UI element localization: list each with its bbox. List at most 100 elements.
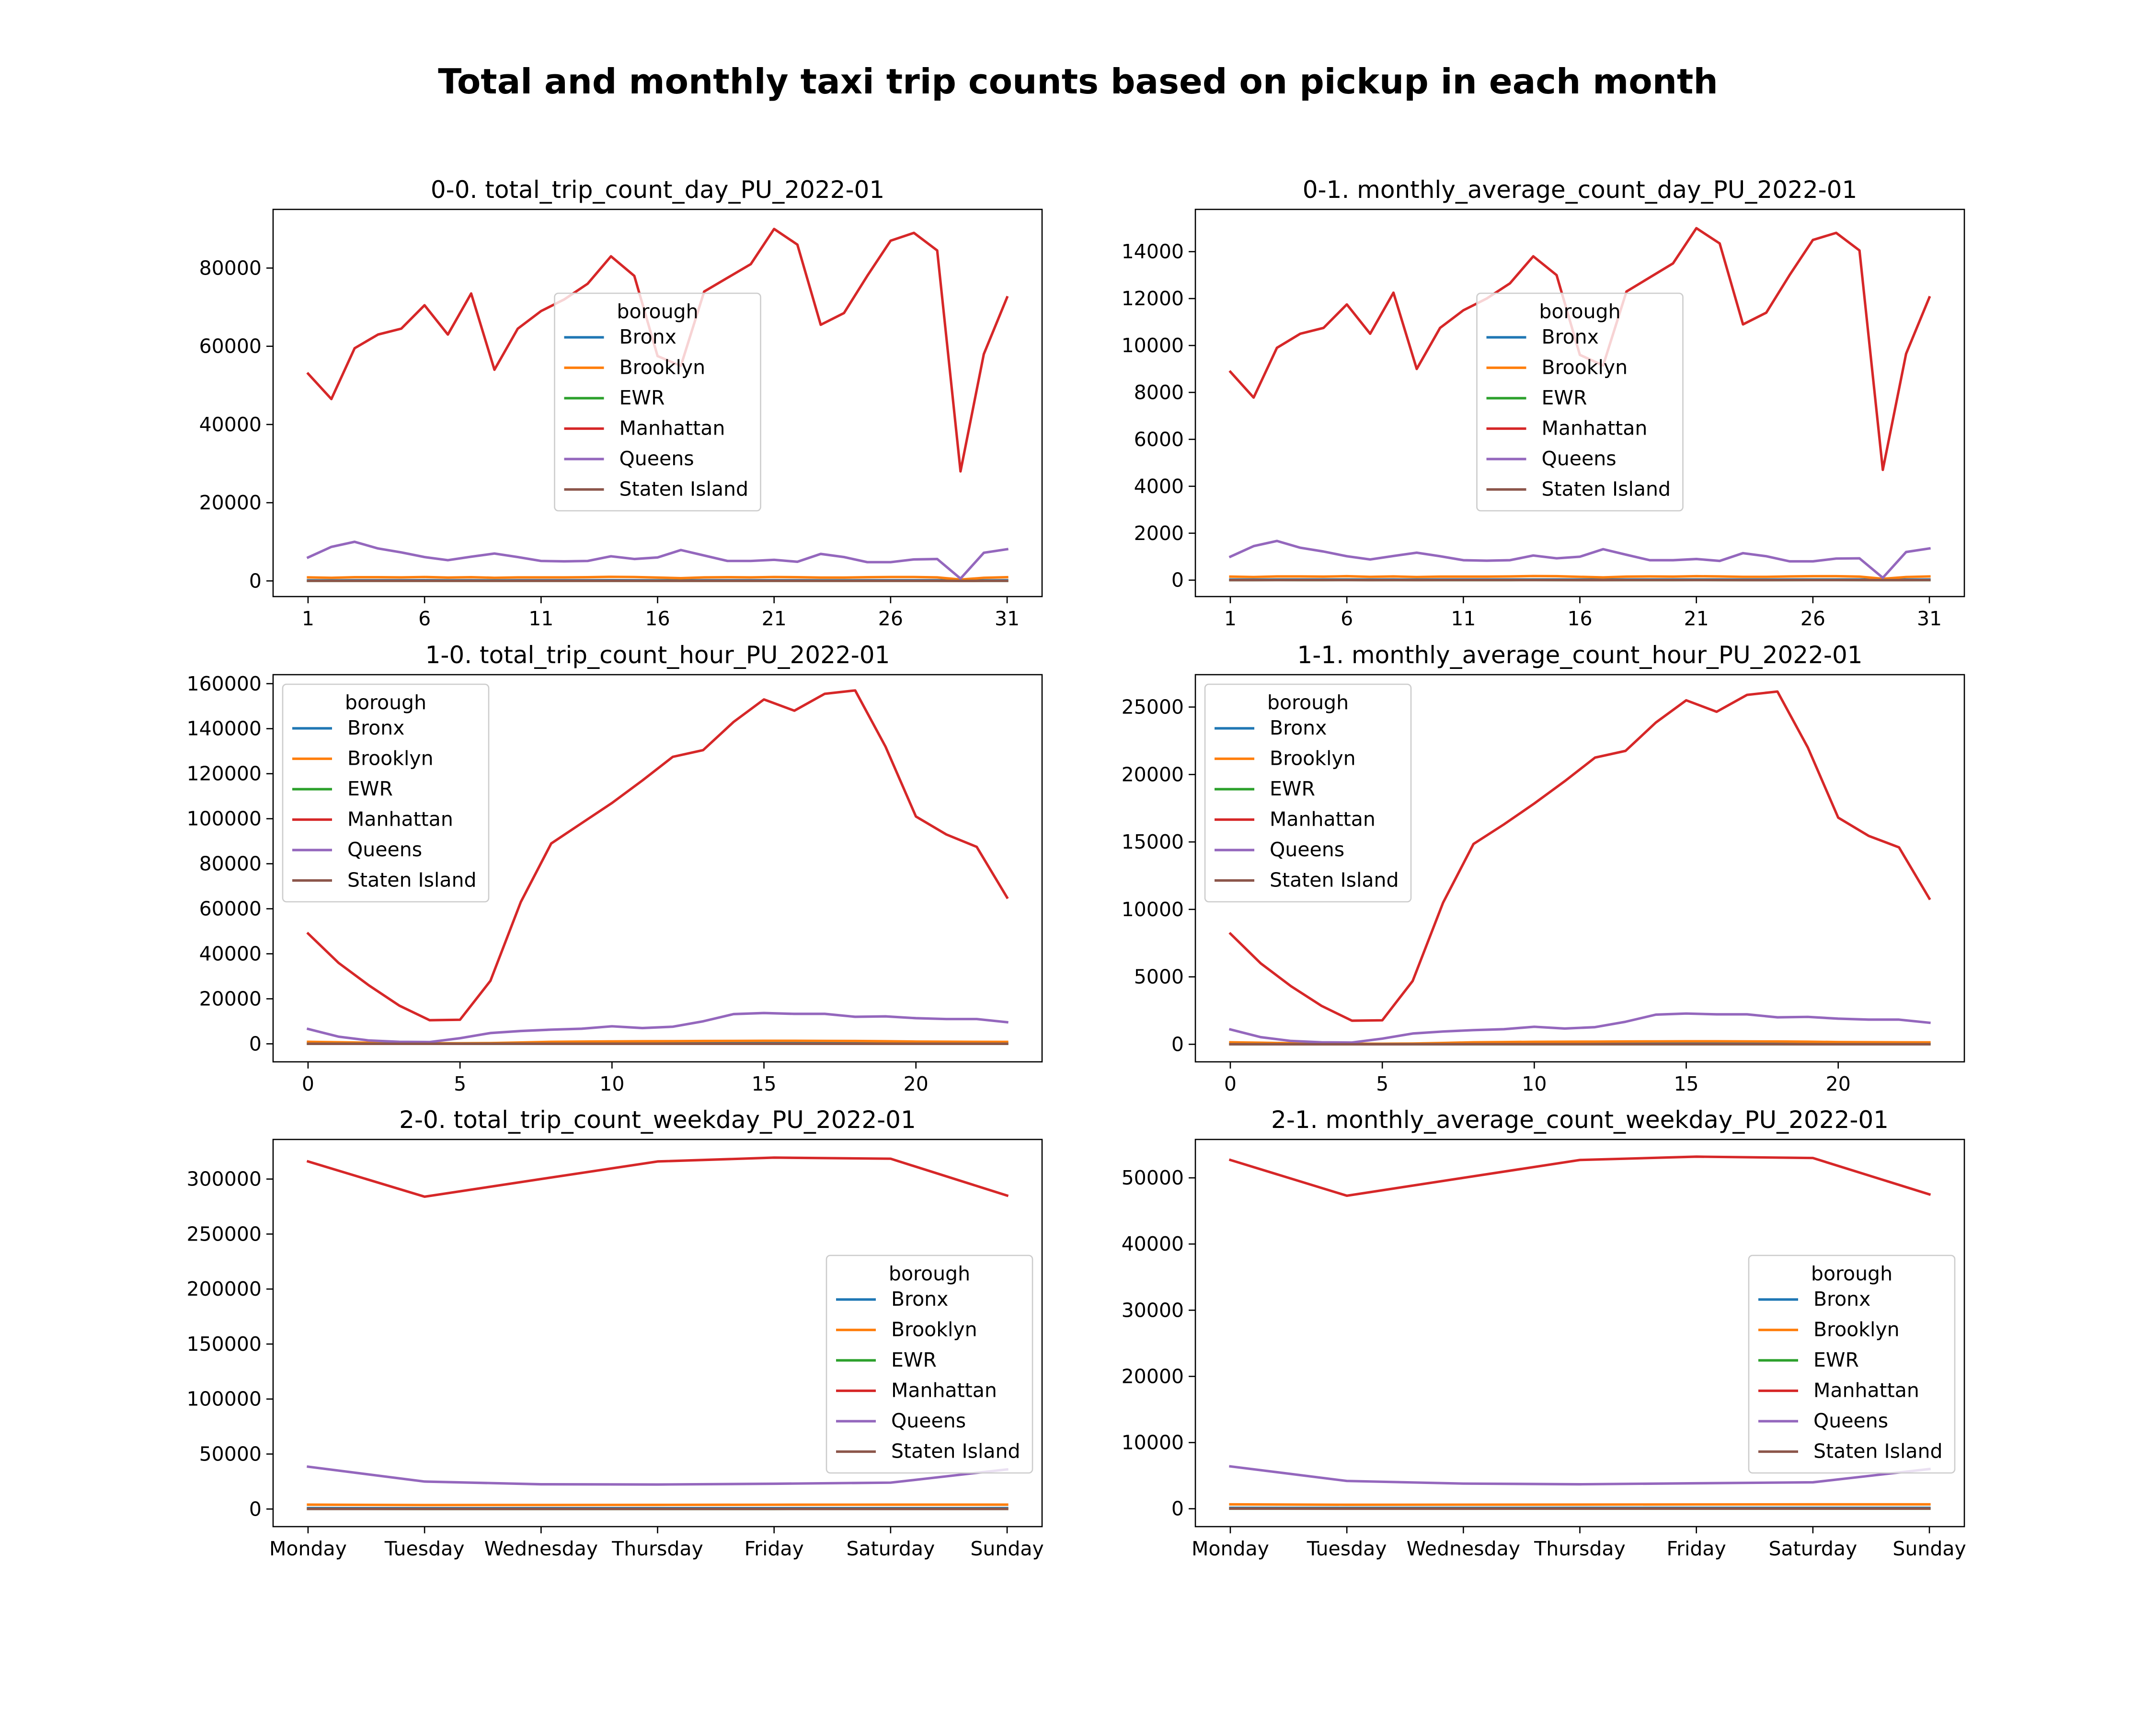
legend-label: Bronx [1542, 325, 1599, 348]
y-tick-label: 10000 [1122, 334, 1184, 357]
x-tick-label: 10 [599, 1072, 624, 1095]
y-tick-label: 150000 [186, 1333, 262, 1356]
y-tick-label: 12000 [1122, 287, 1184, 310]
legend-label: Queens [619, 447, 694, 470]
x-tick-label: 20 [904, 1072, 929, 1095]
legend-item: EWR [1215, 777, 1315, 800]
x-tick-label: Monday [269, 1537, 347, 1560]
series-line-queens [1228, 540, 1931, 579]
y-tick-label: 10000 [1122, 1431, 1184, 1454]
legend-label: Brooklyn [891, 1318, 977, 1341]
y-tick-label: 20000 [1122, 1365, 1184, 1388]
legend-item: Queens [1758, 1409, 1888, 1432]
legend-label: Staten Island [619, 478, 749, 501]
series-line-queens [307, 1465, 1009, 1486]
legend-item: EWR [1486, 386, 1587, 409]
legend-label: Brooklyn [1813, 1318, 1900, 1341]
x-tick-label: 5 [454, 1072, 466, 1095]
x-tick-label: 0 [302, 1072, 314, 1095]
legend-title: borough [1811, 1262, 1892, 1285]
legend-label: Manhattan [1813, 1379, 1919, 1402]
y-tick-label: 0 [1171, 569, 1184, 592]
y-tick-label: 80000 [199, 852, 262, 875]
x-tick-label: 6 [1341, 607, 1353, 630]
x-tick-label: 11 [1451, 607, 1476, 630]
x-tick-label: 1 [1224, 607, 1237, 630]
x-tick-label: Tuesday [384, 1537, 465, 1560]
legend-item: Bronx [292, 716, 404, 739]
legend-box [1476, 292, 1684, 512]
series-line-manhattan [306, 689, 1009, 1022]
series-line-manhattan [1228, 1155, 1931, 1197]
legend-item: Manhattan [564, 417, 725, 440]
y-tick-label: 300000 [186, 1168, 262, 1191]
legend-label: Bronx [619, 325, 677, 348]
series-group [306, 228, 1009, 582]
series-line-manhattan [1228, 690, 1931, 1022]
legend-item: Manhattan [1215, 808, 1376, 831]
legend-box [554, 292, 761, 512]
x-tick-label: 10 [1522, 1072, 1547, 1095]
subplot-title: 0-0. total_trip_count_day_PU_2022-01 [431, 176, 884, 204]
x-tick-label: 6 [418, 607, 431, 630]
y-tick-label: 14000 [1122, 240, 1184, 263]
legend-label: Queens [1542, 447, 1617, 470]
legend-item: Brooklyn [292, 747, 434, 770]
y-tick-label: 0 [249, 1032, 262, 1055]
y-tick-label: 5000 [1134, 966, 1184, 989]
y-tick-label: 4000 [1134, 475, 1184, 498]
y-tick-label: 60000 [199, 897, 262, 920]
x-tick-label: Monday [1192, 1537, 1269, 1560]
subplot-2: 1-0. total_trip_count_hour_PU_2022-01 0 5 1… [186, 641, 1043, 1095]
legend-item: Manhattan [1486, 417, 1647, 440]
y-tick-label: 20000 [199, 491, 262, 514]
legend-item: Bronx [564, 325, 677, 348]
legend-label: Brooklyn [1542, 356, 1628, 379]
x-tick-label: 31 [995, 607, 1020, 630]
x-tick-label: 20 [1826, 1072, 1851, 1095]
x-tick-label: 26 [878, 607, 903, 630]
legend-item: Queens [836, 1409, 966, 1432]
x-tick-label: Tuesday [1307, 1537, 1387, 1560]
legend-item: Brooklyn [1215, 747, 1356, 770]
x-tick-label: Sunday [1892, 1537, 1966, 1560]
y-tick-label: 8000 [1134, 381, 1184, 404]
series-line-queens [1228, 1012, 1931, 1044]
y-tick-label: 0 [1171, 1497, 1184, 1520]
legend-item: Queens [1486, 447, 1617, 470]
x-tick-label: 21 [1684, 607, 1709, 630]
legend-item: Brooklyn [836, 1318, 977, 1341]
x-tick-label: Friday [745, 1537, 804, 1560]
y-tick-label: 140000 [186, 717, 262, 740]
legend-item: EWR [292, 777, 393, 800]
axes-frame [1194, 674, 1965, 1063]
legend-box [282, 683, 490, 903]
y-tick-label: 40000 [199, 413, 262, 436]
subplot-1: 0-1. monthly_average_count_day_PU_2022-0… [1122, 176, 1965, 630]
subplot-title: 1-0. total_trip_count_hour_PU_2022-01 [425, 641, 890, 669]
y-tick-label: 160000 [186, 672, 262, 695]
legend-item: Manhattan [836, 1379, 997, 1402]
figure-title: Total and monthly taxi trip counts based… [438, 61, 1718, 102]
y-tick-label: 0 [249, 569, 262, 592]
series-group [306, 1156, 1009, 1510]
y-tick-label: 100000 [186, 807, 262, 830]
x-tick-label: 5 [1376, 1072, 1388, 1095]
x-tick-label: Thursday [1534, 1537, 1626, 1560]
legend-label: Bronx [1813, 1288, 1870, 1311]
legend-label: EWR [891, 1348, 937, 1371]
legend-title: borough [345, 691, 426, 714]
x-tick-label: Thursday [611, 1537, 703, 1560]
legend-label: Manhattan [1270, 808, 1376, 831]
y-tick-label: 40000 [1122, 1232, 1184, 1255]
subplot-3: 1-1. monthly_average_count_hour_PU_2022-… [1122, 641, 1965, 1095]
subplot-title: 2-0. total_trip_count_weekday_PU_2022-01 [399, 1106, 916, 1134]
legend-box [1204, 683, 1412, 903]
x-tick-label: Wednesday [1407, 1537, 1520, 1560]
y-tick-label: 2000 [1134, 522, 1184, 545]
legend-item: Bronx [1486, 325, 1599, 348]
legend-label: Staten Island [1813, 1440, 1943, 1463]
legend-item: Queens [564, 447, 694, 470]
subplot-title: 0-1. monthly_average_count_day_PU_2022-0… [1303, 176, 1858, 204]
